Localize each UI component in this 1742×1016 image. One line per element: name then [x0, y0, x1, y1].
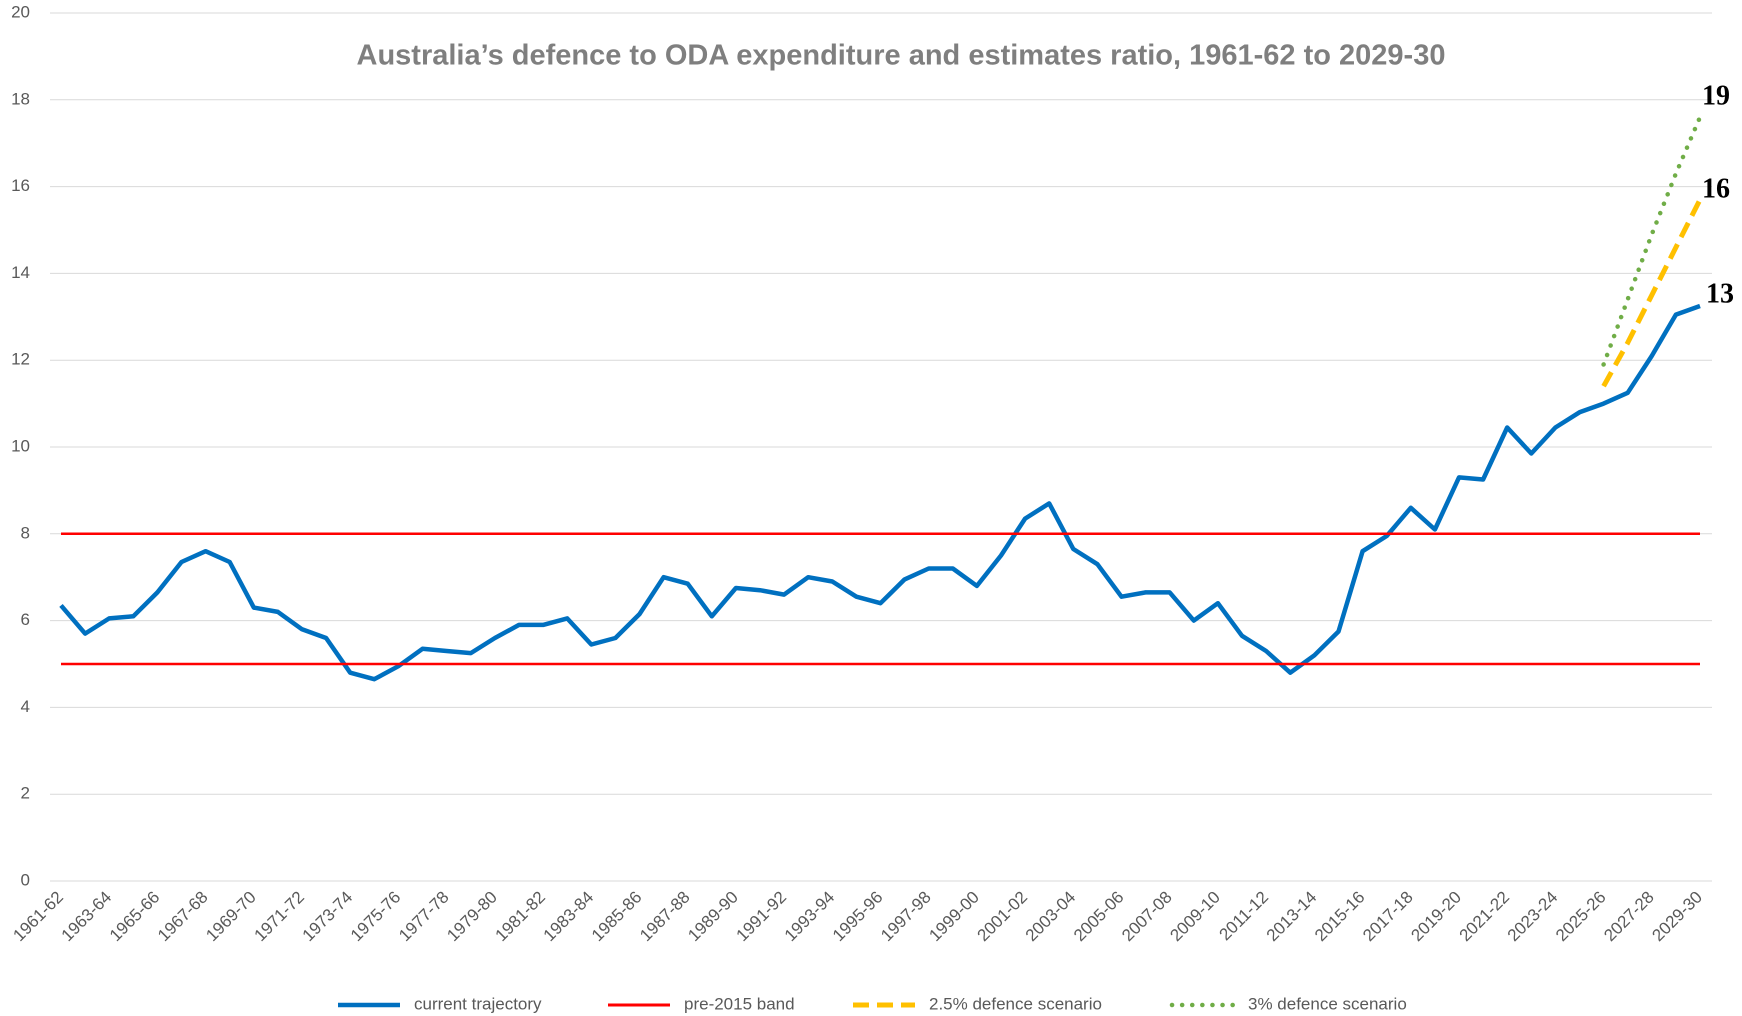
x-tick-label: 1971-72 [250, 888, 308, 946]
x-tick-label: 2027-28 [1600, 888, 1658, 946]
x-tick-label: 1963-64 [58, 888, 116, 946]
x-tick-label: 2013-14 [1263, 888, 1321, 946]
x-tick-label: 1961-62 [9, 888, 67, 946]
x-tick-label: 1993-94 [781, 888, 839, 946]
annotation: 19 [1702, 80, 1730, 111]
x-tick-label: 2015-16 [1311, 888, 1369, 946]
legend-label: 2.5% defence scenario [929, 994, 1102, 1013]
x-tick-label: 1979-80 [443, 888, 501, 946]
x-tick-label: 2007-08 [1118, 888, 1176, 946]
chart-title: Australia’s defence to ODA expenditure a… [357, 40, 1446, 72]
x-tick-label: 2025-26 [1552, 888, 1610, 946]
x-tick-label: 2023-24 [1504, 888, 1562, 946]
y-tick-label: 2 [21, 784, 30, 803]
x-tick-label: 1987-88 [636, 888, 694, 946]
x-tick-label: 1965-66 [106, 888, 164, 946]
series-line [1601, 198, 1703, 388]
x-tick-label: 1973-74 [299, 888, 357, 946]
y-tick-label: 18 [11, 89, 30, 108]
x-tick-label: 2017-18 [1359, 888, 1417, 946]
annotation: 13 [1706, 278, 1734, 309]
x-tick-label: 2011-12 [1215, 888, 1272, 945]
x-tick-label: 1975-76 [347, 888, 405, 946]
x-tick-label: 2009-10 [1166, 888, 1224, 946]
x-tick-label: 2021-22 [1456, 888, 1514, 946]
x-tick-label: 1999-00 [925, 888, 983, 946]
x-tick-label: 1969-70 [202, 888, 260, 946]
x-tick-label: 1989-90 [684, 888, 742, 946]
y-tick-label: 0 [21, 870, 30, 889]
y-tick-label: 8 [21, 523, 30, 542]
x-tick-label: 1997-98 [877, 888, 935, 946]
y-tick-label: 4 [21, 697, 30, 716]
x-tick-label: 1981-82 [492, 888, 550, 946]
x-tick-label: 2001-02 [974, 888, 1032, 946]
x-tick-label: 1967-68 [154, 888, 212, 946]
y-tick-label: 14 [11, 263, 30, 282]
x-tick-label: 2005-06 [1070, 888, 1128, 946]
x-tick-label: 1985-86 [588, 888, 646, 946]
series-line [59, 303, 1701, 682]
x-tick-label: 1991-92 [733, 888, 791, 946]
y-tick-label: 6 [21, 610, 30, 629]
x-tick-label: 2019-20 [1407, 888, 1465, 946]
legend-label: current trajectory [414, 994, 542, 1013]
series-line [1601, 114, 1703, 367]
legend-label: 3% defence scenario [1248, 994, 1407, 1013]
x-tick-label: 2003-04 [1022, 888, 1080, 946]
y-tick-label: 10 [11, 436, 30, 455]
x-tick-label: 2029-30 [1648, 888, 1706, 946]
y-tick-label: 16 [11, 176, 30, 195]
annotation: 16 [1702, 173, 1730, 204]
x-tick-label: 1983-84 [540, 888, 598, 946]
y-tick-label: 12 [11, 350, 30, 369]
x-tick-label: 1977-78 [395, 888, 453, 946]
y-tick-label: 20 [11, 2, 30, 21]
x-tick-label: 1995-96 [829, 888, 887, 946]
legend-label: pre-2015 band [684, 994, 795, 1013]
